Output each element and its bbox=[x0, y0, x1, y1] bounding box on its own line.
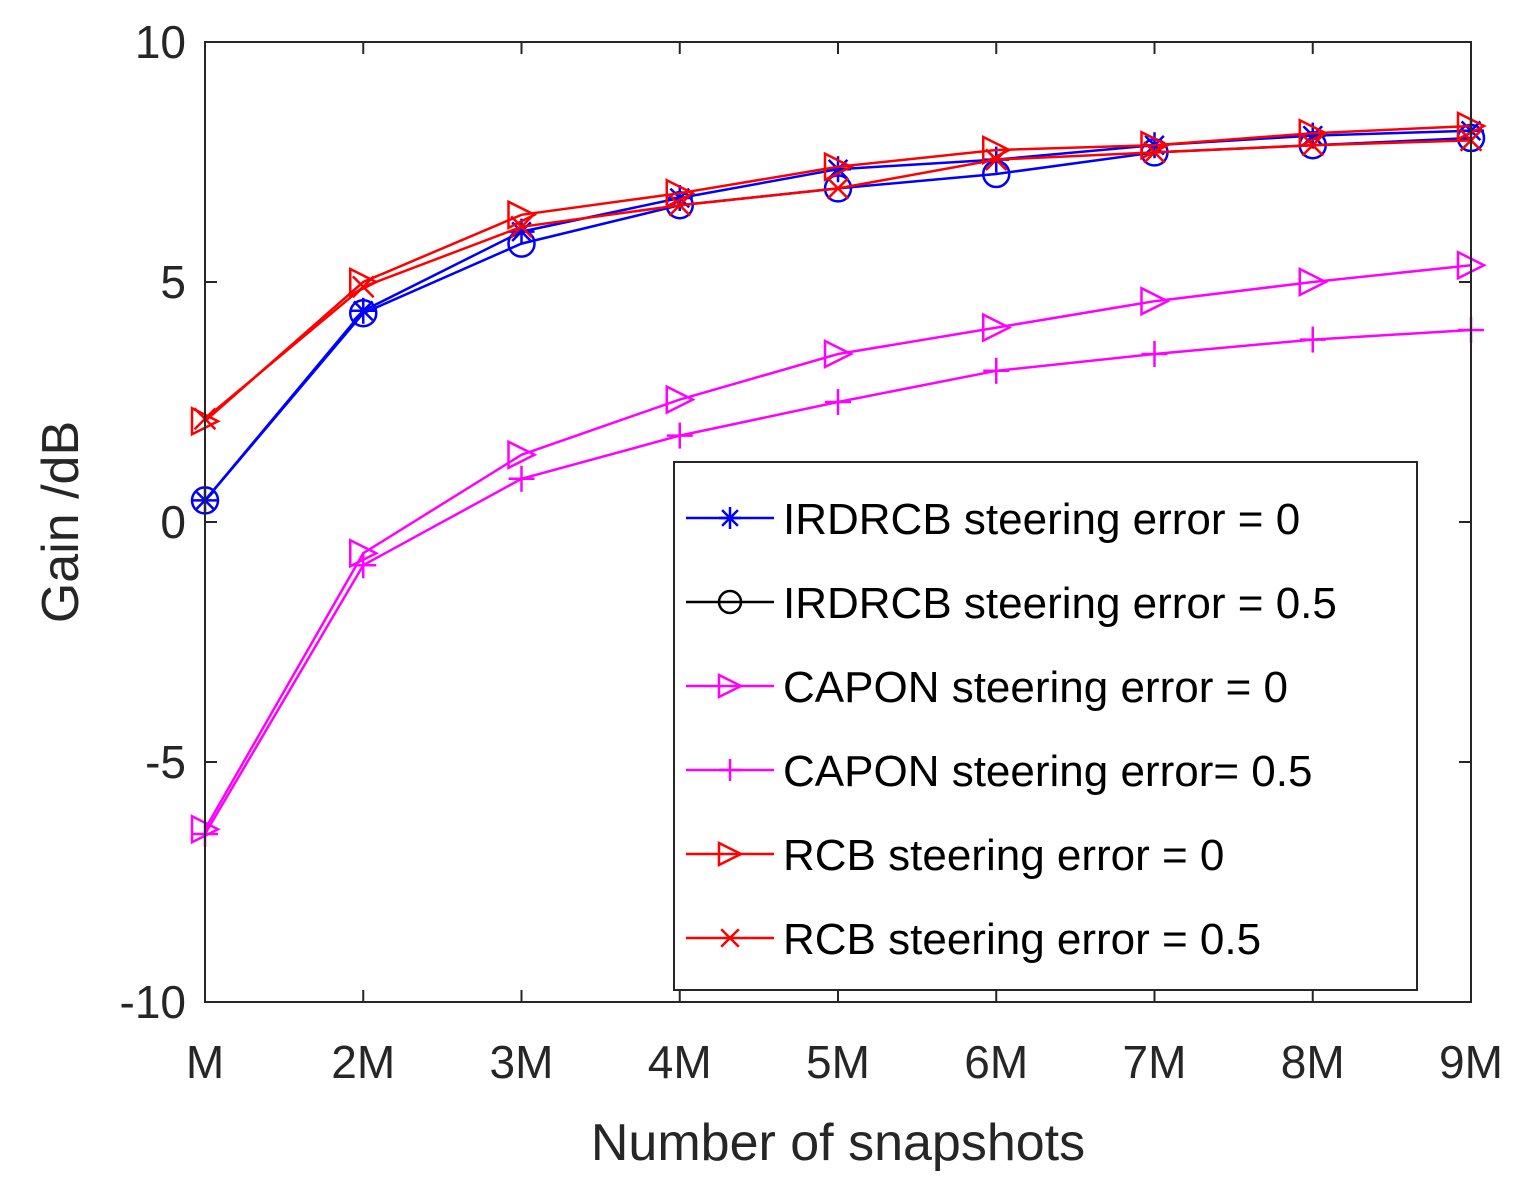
legend-marker bbox=[717, 672, 744, 700]
legend-entry: CAPON steering error = 0 bbox=[686, 663, 1288, 712]
y-tick-label: -10 bbox=[120, 976, 186, 1028]
y-tick-label: 0 bbox=[160, 496, 186, 548]
data-point bbox=[983, 357, 1010, 384]
data-point bbox=[666, 422, 693, 449]
data-point bbox=[823, 151, 854, 182]
y-tick-label: 10 bbox=[135, 16, 186, 68]
legend: IRDRCB steering error = 0 IRDRCB steering… bbox=[673, 461, 1418, 991]
legend-label: IRDRCB steering error = 0.5 bbox=[783, 579, 1337, 628]
data-point bbox=[1298, 266, 1329, 298]
x-tick-label: 6M bbox=[964, 1036, 1028, 1088]
legend-marker bbox=[719, 507, 741, 529]
legend-marker bbox=[717, 589, 743, 615]
legend-entry: IRDRCB steering error = 0 bbox=[686, 495, 1300, 544]
data-point bbox=[1140, 286, 1171, 317]
x-axis-label: Number of snapshots bbox=[591, 1114, 1085, 1172]
x-tick-label: 4M bbox=[648, 1036, 712, 1088]
data-point bbox=[1299, 326, 1326, 353]
x-tick-label: 5M bbox=[806, 1036, 870, 1088]
series-layer bbox=[190, 110, 1487, 847]
data-point bbox=[507, 439, 538, 470]
data-point bbox=[823, 338, 854, 370]
data-point bbox=[825, 389, 851, 415]
legend-marker bbox=[717, 840, 744, 868]
x-tick-label: 9M bbox=[1439, 1036, 1503, 1088]
data-point bbox=[349, 298, 378, 328]
x-axis-ticks: M 2M 3M 4M 5M 6M 7M 8M 9M bbox=[186, 42, 1503, 1088]
data-point bbox=[1143, 141, 1166, 164]
series-line bbox=[204, 124, 1472, 423]
data-point bbox=[665, 384, 696, 415]
legend-label: CAPON steering error= 0.5 bbox=[783, 747, 1312, 796]
data-point bbox=[1301, 133, 1325, 157]
legend-entry: CAPON steering error= 0.5 bbox=[686, 747, 1312, 796]
data-point bbox=[350, 297, 377, 324]
data-point bbox=[668, 193, 692, 217]
legend-label: RCB steering error = 0 bbox=[783, 831, 1224, 880]
legend-entry: IRDRCB steering error = 0.5 bbox=[686, 579, 1337, 628]
y-axis-ticks: -10 -5 0 5 10 bbox=[120, 16, 1471, 1028]
data-point bbox=[350, 552, 377, 579]
series-line bbox=[203, 263, 1472, 830]
legend-entry: RCB steering error = 0 bbox=[686, 831, 1224, 880]
data-point bbox=[1298, 118, 1329, 149]
y-axis-label: Gain /dB bbox=[32, 421, 90, 623]
legend-marker bbox=[719, 759, 741, 781]
data-point bbox=[982, 134, 1013, 166]
x-tick-label: 8M bbox=[1281, 1036, 1345, 1088]
data-point bbox=[507, 199, 538, 230]
x-tick-label: 2M bbox=[331, 1036, 395, 1088]
data-point bbox=[508, 465, 535, 492]
data-point bbox=[1141, 341, 1168, 367]
legend-box bbox=[673, 461, 1418, 991]
data-point bbox=[982, 312, 1013, 343]
data-point bbox=[507, 229, 536, 258]
y-tick-label: -5 bbox=[145, 736, 186, 788]
x-tick-label: M bbox=[186, 1036, 224, 1088]
x-tick-label: 7M bbox=[1123, 1036, 1187, 1088]
series-3 bbox=[190, 250, 1487, 845]
series-6 bbox=[193, 129, 1483, 431]
legend-label: RCB steering error = 0.5 bbox=[783, 915, 1261, 964]
legend-marker bbox=[720, 928, 740, 948]
data-point bbox=[665, 178, 696, 209]
data-point bbox=[823, 174, 853, 203]
data-point bbox=[826, 177, 850, 200]
data-point bbox=[351, 275, 375, 299]
data-point bbox=[984, 148, 1008, 171]
legend-label: IRDRCB steering error = 0 bbox=[783, 495, 1300, 544]
legend-label: CAPON steering error = 0 bbox=[783, 663, 1288, 712]
legend-entry: RCB steering error = 0.5 bbox=[686, 915, 1261, 964]
x-tick-label: 3M bbox=[490, 1036, 554, 1088]
data-point bbox=[510, 215, 533, 239]
y-tick-label: 5 bbox=[160, 256, 186, 308]
